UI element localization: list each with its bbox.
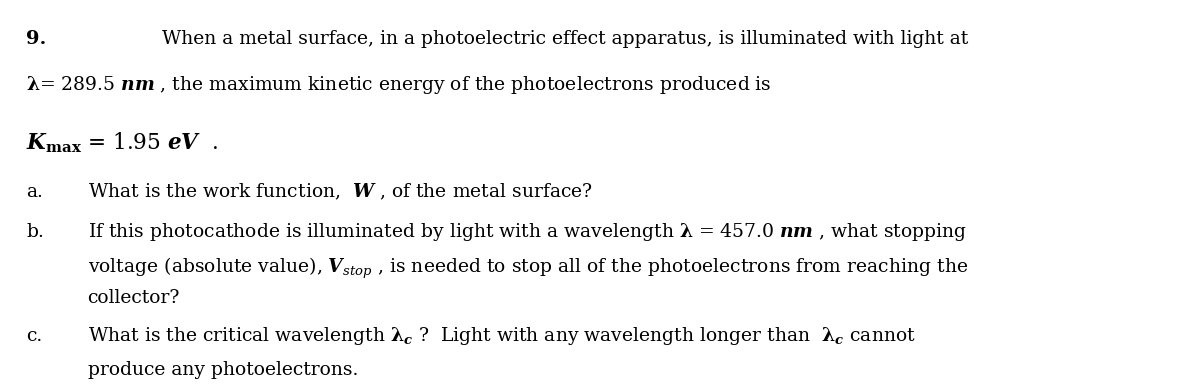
Text: voltage (absolute value), $\boldsymbol{V}_{\mathit{stop}}$ , is needed to stop a: voltage (absolute value), $\boldsymbol{V… <box>88 256 968 281</box>
Text: c.: c. <box>26 327 43 345</box>
Text: $\boldsymbol{K}_{\mathbf{max}}$ = 1.95 $\boldsymbol{eV}$  .: $\boldsymbol{K}_{\mathbf{max}}$ = 1.95 $… <box>26 130 218 155</box>
Text: produce any photoelectrons.: produce any photoelectrons. <box>88 361 358 378</box>
Text: What is the critical wavelength $\boldsymbol{\lambda}_{\boldsymbol{c}}$ ?  Light: What is the critical wavelength $\boldsy… <box>88 325 916 347</box>
Text: $\boldsymbol{\lambda}$= 289.5 $\boldsymbol{nm}$ , the maximum kinetic energy of : $\boldsymbol{\lambda}$= 289.5 $\boldsymb… <box>26 75 772 97</box>
Text: a.: a. <box>26 183 43 201</box>
Text: collector?: collector? <box>88 289 180 307</box>
Text: When a metal surface, in a photoelectric effect apparatus, is illuminated with l: When a metal surface, in a photoelectric… <box>162 30 968 48</box>
Text: b.: b. <box>26 223 44 241</box>
Text: If this photocathode is illuminated by light with a wavelength $\boldsymbol{\lam: If this photocathode is illuminated by l… <box>88 221 967 243</box>
Text: What is the work function,  $\boldsymbol{W}$ , of the metal surface?: What is the work function, $\boldsymbol{… <box>88 181 593 202</box>
Text: 9.: 9. <box>26 30 47 48</box>
